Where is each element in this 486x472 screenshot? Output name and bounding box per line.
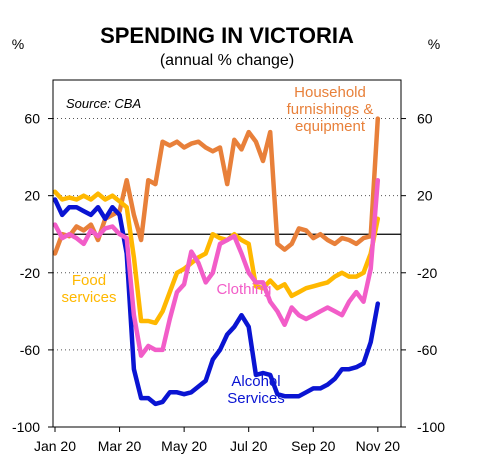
chart-subtitle: (annual % change) — [160, 52, 294, 69]
y-tick-label-left: -60 — [20, 342, 40, 358]
y-tick-label-right: -60 — [417, 342, 437, 358]
series-line-alcohol — [52, 197, 381, 407]
series-label-clothing: Clothing — [216, 281, 271, 298]
x-tick-label: Jan 20 — [34, 438, 76, 454]
right-unit-label: % — [428, 36, 440, 52]
x-tick-label: Nov 20 — [356, 438, 401, 454]
series-label-alcohol: Alcohol — [231, 373, 280, 390]
series-lines — [52, 116, 381, 407]
series-label-food: Food — [72, 272, 106, 289]
series-label-household: furnishings & — [287, 101, 374, 118]
x-tick-label: May 20 — [161, 438, 207, 454]
y-tick-label-right: -100 — [417, 419, 445, 435]
series-line-food — [52, 189, 381, 326]
y-tick-label-right: -20 — [417, 265, 437, 281]
y-tick-label-left: -20 — [20, 265, 40, 281]
y-tick-label-left: 20 — [24, 188, 40, 204]
y-tick-label-left: 60 — [24, 111, 40, 127]
y-tick-label-left: -100 — [12, 419, 40, 435]
y-axis-ticks: 60 60 20 20 -20 -20 -60 -60 -100 -100 — [12, 111, 445, 435]
y-tick-label-right: 60 — [417, 111, 433, 127]
series-label-household: equipment — [295, 118, 366, 135]
y-tick-label-right: 20 — [417, 188, 433, 204]
x-tick-label: Mar 20 — [98, 438, 142, 454]
plot-frame — [52, 79, 402, 428]
x-tick-label: Jul 20 — [230, 438, 268, 454]
x-tick-label: Sep 20 — [291, 438, 336, 454]
chart-title: SPENDING IN VICTORIA — [100, 23, 354, 48]
left-unit-label: % — [12, 36, 24, 52]
source-note: Source: CBA — [66, 96, 141, 111]
series-line-clothing — [52, 177, 381, 358]
series-label-household: Household — [294, 84, 366, 101]
x-axis-ticks: Jan 20 Mar 20 May 20 Jul 20 Sep 20 Nov 20 — [34, 427, 400, 454]
series-label-food: services — [61, 289, 116, 306]
series-label-alcohol: Services — [227, 390, 285, 407]
